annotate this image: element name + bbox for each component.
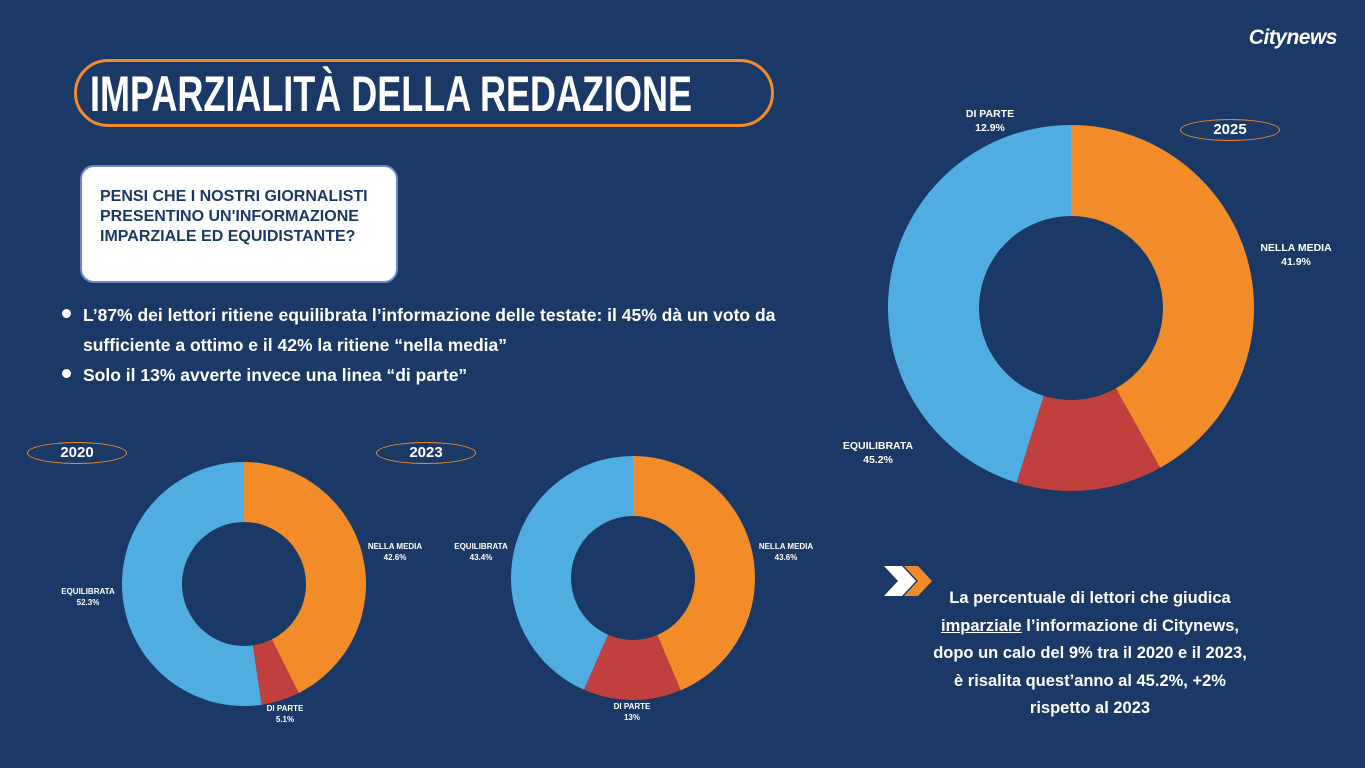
note-line: è risalita quest’anno al 45.2%, +2% [954, 671, 1226, 690]
slice-value-label: 52.3% [77, 598, 100, 607]
slice-label: EQUILIBRATA [843, 440, 914, 452]
slice-value-label: 13% [624, 713, 640, 722]
title-frame [74, 59, 774, 127]
year-tag-2020: 2020 [27, 442, 127, 464]
slice-label: EQUILIBRATA [454, 542, 508, 551]
note-line: La percentuale di lettori che giudica [949, 589, 1231, 607]
slice-label: NELLA MEDIA [368, 542, 423, 551]
donut-slice-nella-media [244, 462, 366, 694]
slice-label: DI PARTE [614, 702, 651, 711]
slice-value-label: 5.1% [276, 715, 294, 724]
slice-value-label: 43.4% [470, 553, 493, 562]
donut-chart-2023: NELLA MEDIA 43.6% DI PARTE 13% EQUILIBRATA 43… [454, 456, 813, 722]
donut-slice-di-parte [583, 634, 681, 700]
question-card: PENSI CHE I NOSTRI GIORNALISTI PRESENTIN… [80, 165, 398, 283]
donut-slice-nella-media [1071, 125, 1254, 468]
donut-slice-equilibrata [511, 456, 633, 690]
donut-slice-nella-media [633, 456, 755, 691]
page-title: IMPARZIALITÀ DELLA REDAZIONE [90, 66, 692, 122]
slice-label: NELLA MEDIA [1260, 242, 1332, 254]
citynews-logo: Citynews [1248, 26, 1338, 49]
bullet-item: Solo il 13% avverte invece una linea “di… [62, 360, 822, 390]
bullet-item: L’87% dei lettori ritiene equilibrata l’… [62, 300, 822, 360]
slice-value-label: 43.6% [775, 553, 798, 562]
donut-slice-di-parte [252, 639, 299, 705]
year-tag-2023: 2023 [376, 442, 476, 464]
question-text: PENSI CHE I NOSTRI GIORNALISTI PRESENTIN… [100, 188, 368, 245]
slice-label: DI PARTE [966, 108, 1014, 120]
slice-label: NELLA MEDIA [759, 542, 814, 551]
slice-value-label: 45.2% [863, 454, 893, 466]
note-line: imparziale l’informazione di Citynews, [880, 613, 1300, 641]
donut-slice-equilibrata [121, 462, 262, 706]
note-line: dopo un calo del 9% tra il 2020 e il 202… [933, 644, 1247, 662]
slice-value-label: 12.9% [975, 122, 1005, 134]
note-underlined-word: imparziale [941, 616, 1022, 635]
donut-slice-equilibrata [888, 125, 1071, 483]
slice-value-label: 42.6% [384, 553, 407, 562]
donut-chart-2025: NELLA MEDIA 41.9% DI PARTE 12.9% EQUILIBRATA… [843, 108, 1332, 491]
note-line-rest: l’informazione di Citynews, [1021, 616, 1239, 635]
slice-label: DI PARTE [267, 704, 304, 713]
summary-note: La percentuale di lettori che giudica im… [880, 585, 1300, 723]
bullet-list: L’87% dei lettori ritiene equilibrata l’… [62, 300, 822, 390]
slice-label: EQUILIBRATA [61, 587, 115, 596]
chevron-arrow-icon [884, 566, 932, 596]
donut-chart-2020: NELLA MEDIA 42.6% DI PARTE 5.1% EQUILIBRATA 5… [61, 462, 422, 724]
donut-slice-di-parte [1016, 388, 1161, 491]
slice-value-label: 41.9% [1281, 256, 1311, 268]
year-tag-2025: 2025 [1180, 119, 1280, 141]
note-line: rispetto al 2023 [1029, 699, 1151, 717]
